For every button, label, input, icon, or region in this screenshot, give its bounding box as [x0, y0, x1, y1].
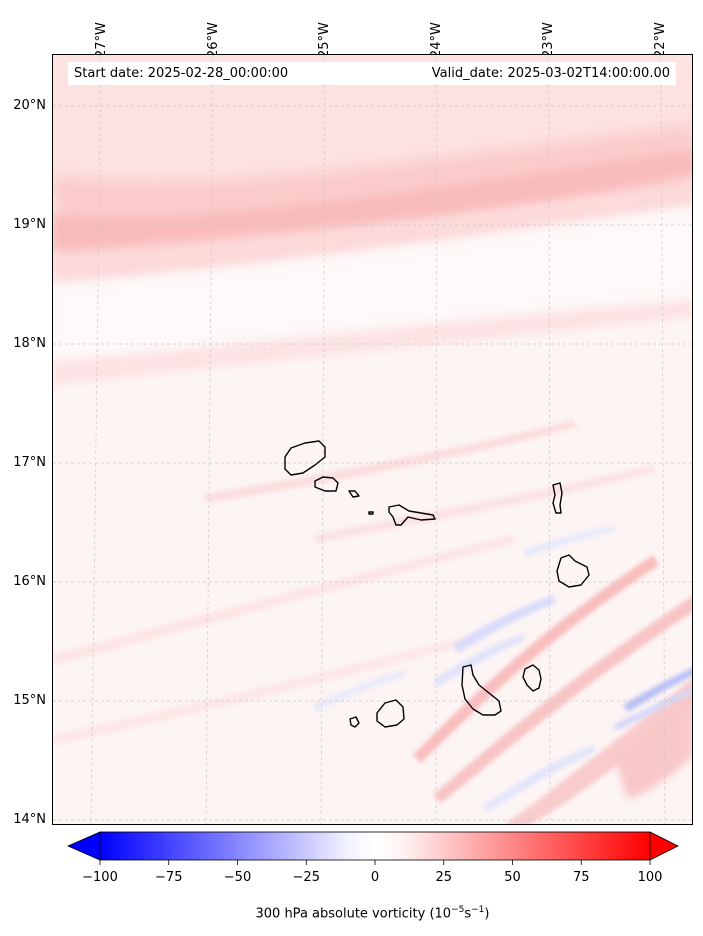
streak-south-4: [613, 677, 692, 800]
lon-label-22w: 22°W: [653, 8, 670, 58]
colorbar-max-arrow: [649, 831, 679, 861]
island-santiago: [461, 664, 502, 716]
neg-streak-4: [623, 667, 692, 712]
lon-label-25w: 25°W: [317, 8, 334, 58]
neg-streak-1: [453, 595, 556, 653]
vorticity-map: [52, 54, 693, 825]
colorbar-tick-label: −50: [223, 870, 252, 885]
jet-band-south-edge: [53, 185, 692, 283]
colorbar-tick-label: −25: [292, 870, 320, 885]
lat-label-16n: 16°N: [13, 574, 46, 589]
colorbar-title-exp1: −5: [451, 905, 465, 915]
lat-label-18n: 18°N: [13, 336, 46, 351]
lon-label-27w-text: 27°W: [94, 22, 109, 58]
island-branco: [368, 511, 374, 515]
lon-label-24w: 24°W: [429, 8, 446, 58]
colorbar-title-main: 300 hPa absolute vorticity (10: [255, 906, 452, 922]
colorbar-tick-label: 100: [637, 870, 663, 885]
date-info-box: Start date: 2025-02-28_00:00:00 Valid_da…: [68, 62, 676, 85]
streak-south-3: [505, 681, 692, 824]
colorbar-ticks: [99, 860, 651, 865]
lon-label-25w-text: 25°W: [317, 22, 332, 58]
jet-band-core: [53, 150, 692, 250]
lon-label-26w-text: 26°W: [206, 22, 221, 58]
lon-label-23w: 23°W: [541, 8, 558, 58]
lon-label-27w: 27°W: [94, 8, 111, 58]
band-18n: [53, 300, 692, 385]
gridlines: [53, 55, 692, 824]
lon-label-26w: 26°W: [206, 8, 223, 58]
streak-south-2: [433, 596, 692, 803]
neg-streak-3: [483, 745, 596, 811]
streak-3: [53, 535, 515, 665]
neg-streak-6: [523, 525, 615, 557]
lon-label-24w-text: 24°W: [429, 22, 444, 58]
island-sal: [552, 482, 563, 514]
streak-south-1: [413, 555, 659, 763]
streak-2: [313, 465, 656, 543]
island-sao-nicolau: [388, 504, 436, 526]
colorbar-tick-label: 75: [572, 870, 590, 885]
island-maio: [522, 664, 542, 692]
lat-label-19n: 19°N: [13, 217, 46, 232]
colorbar-tick-label: 0: [370, 870, 380, 885]
colorbar-tick-label: −100: [82, 870, 118, 885]
pale-region: [53, 215, 692, 355]
colorbar-min-arrow: [67, 831, 101, 861]
colorbar-gradient: [99, 831, 651, 861]
neg-streak-2: [433, 633, 525, 687]
colorbar-title-end: ): [484, 906, 490, 922]
island-brava: [349, 716, 360, 728]
island-fogo: [376, 699, 405, 728]
island-boa-vista: [556, 554, 590, 588]
island-santo-antao: [284, 440, 326, 476]
lon-label-22w-text: 22°W: [653, 22, 668, 58]
neg-streak-5: [613, 687, 692, 731]
colorbar-title-exp2: −1: [471, 905, 485, 915]
vorticity-field: [53, 55, 692, 824]
lat-label-20n: 20°N: [13, 98, 46, 113]
lat-label-17n: 17°N: [13, 455, 46, 470]
lat-label-14n: 14°N: [13, 812, 46, 827]
islands: [284, 440, 590, 728]
streak-4: [53, 635, 475, 745]
colorbar-tick-label: 50: [504, 870, 521, 885]
lon-label-23w-text: 23°W: [541, 22, 556, 58]
start-date-label: Start date: 2025-02-28_00:00:00: [74, 66, 289, 81]
colorbar-tick-label: −75: [155, 870, 183, 885]
colorbar-tick-label: 25: [435, 870, 453, 885]
neg-streak-7: [313, 670, 405, 712]
island-santa-luzia: [348, 490, 360, 498]
colorbar: [67, 831, 679, 865]
colorbar-title: 300 hPa absolute vorticity (10−5s−1): [0, 905, 703, 921]
colorbar-title-mid: s: [464, 906, 472, 922]
valid-date-label: Valid_date: 2025-03-02T14:00:00.00: [431, 66, 670, 81]
island-sao-vicente: [314, 476, 339, 492]
lat-label-15n: 15°N: [13, 693, 46, 708]
streak-1: [203, 420, 578, 503]
